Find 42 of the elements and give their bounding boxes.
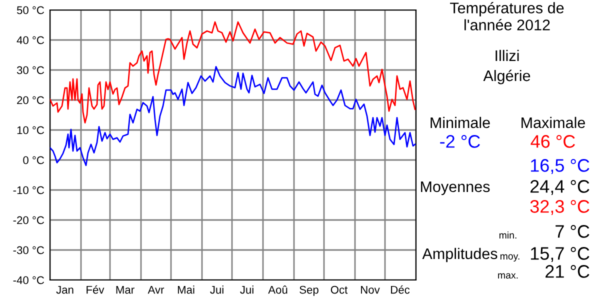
y-tick-label: 50 °C <box>16 6 44 14</box>
y-tick-label: -10 °C <box>13 186 44 194</box>
x-tick-label: Jui <box>240 286 254 294</box>
y-tick-label: 30 °C <box>16 66 44 74</box>
x-tick-label: Mai <box>178 286 194 294</box>
x-tick-label: Avr <box>148 286 164 294</box>
text: 7 °C <box>556 225 590 238</box>
text: 46 °C <box>530 135 575 148</box>
x-tick-label: Aoû <box>268 286 288 294</box>
text: Moyennes <box>421 181 490 196</box>
x-tick-label: Oct <box>330 286 348 294</box>
x-tick-label: Fév <box>86 285 104 294</box>
text: max. <box>498 273 518 279</box>
text: 16,5 °C <box>530 159 590 174</box>
text: min. <box>499 231 516 239</box>
y-tick-label: 20 °C <box>17 96 44 104</box>
text: Amplitudes <box>422 248 498 262</box>
y-tick-label: -20 °C <box>13 216 44 224</box>
line-series <box>50 21 416 124</box>
text: 21 °C <box>546 265 590 278</box>
x-tick-label: Jan <box>56 286 74 294</box>
x-tick-label: Sep <box>300 286 318 296</box>
y-tick-label: 40 °C <box>16 36 44 44</box>
x-tick-label: Mar <box>116 286 134 294</box>
text: -2 °C <box>440 135 480 148</box>
text: Illizi <box>496 50 519 61</box>
text: Températures de l'année 2012 <box>450 2 564 30</box>
text: moy. <box>500 254 520 262</box>
y-tick-label: 0 °C <box>23 156 44 164</box>
x-tick-label: Nov <box>361 286 380 294</box>
x-tick-label: Jui <box>210 286 224 294</box>
text: Maximale <box>522 116 586 128</box>
line-series <box>50 66 416 166</box>
x-tick-label: Déc <box>391 285 410 294</box>
text: 15,7 °C <box>530 247 590 262</box>
y-tick-label: 10 °C <box>17 126 44 134</box>
text: Minimale <box>430 116 490 128</box>
text: Algérie <box>483 70 530 84</box>
y-tick-label: -30 °C <box>13 246 44 254</box>
text: 24,4 °C <box>530 180 590 195</box>
y-tick-label: -40 °C <box>13 276 44 284</box>
text: 32,3 °C <box>530 200 590 215</box>
